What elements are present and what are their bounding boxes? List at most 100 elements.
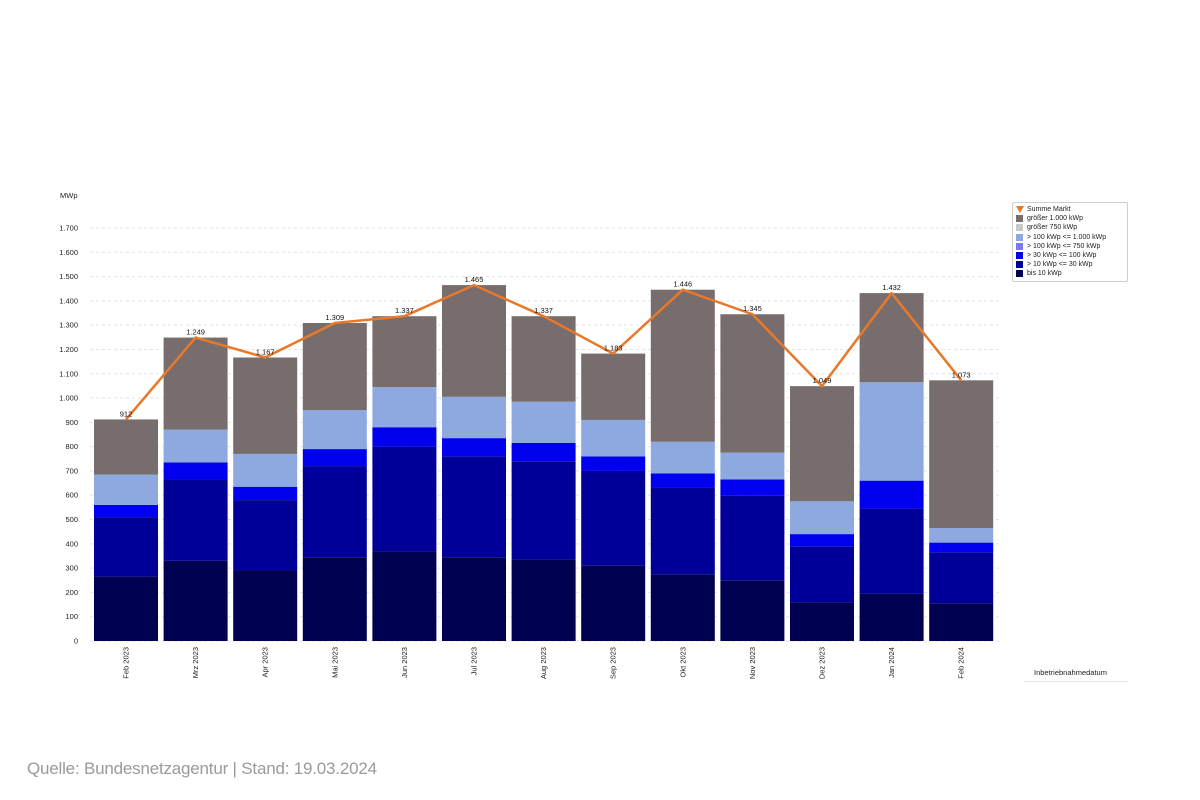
legend-item: größer 750 kWp [1016, 223, 1124, 232]
bar-segment [929, 528, 994, 543]
data-label: 1.465 [465, 275, 484, 284]
bar-segment [372, 316, 437, 388]
bar-segment [581, 456, 646, 471]
bar-segment [859, 508, 924, 594]
bar-segment [790, 534, 854, 547]
bar-segment [720, 580, 785, 641]
bar-segment [302, 322, 367, 411]
bar-segment [302, 449, 367, 467]
bar-segment [650, 289, 715, 442]
bar-segment [442, 557, 506, 641]
legend-label: > 100 kWp <= 1.000 kWp [1027, 233, 1107, 241]
y-tick-label: 700 [65, 466, 78, 475]
data-label: 912 [120, 409, 133, 418]
bar-segment [929, 542, 994, 553]
bar-segment [94, 517, 158, 577]
data-label: 1.249 [186, 328, 205, 337]
data-labels: 912 1.249 1.167 1.309 1.337 1.465 1.337 1.183 1.… [120, 275, 971, 418]
y-tick-label: 1.000 [59, 394, 78, 403]
x-tick-label: Jul 2023 [470, 647, 479, 675]
y-tick-label: 800 [65, 442, 78, 451]
x-tick-label: Okt 2023 [678, 647, 687, 677]
data-label: 1.345 [743, 304, 762, 313]
legend-swatch [1016, 242, 1023, 250]
legend-swatch [1016, 215, 1023, 223]
bar-segment [442, 456, 506, 558]
bar-segment [859, 480, 924, 509]
data-label: 1.309 [325, 313, 344, 322]
x-axis-title: Inbetriebnahmedatum [1034, 668, 1107, 677]
x-tick-label: Apr 2023 [261, 647, 270, 677]
bar-segment [511, 443, 576, 462]
legend-label: größer 750 kWp [1027, 224, 1078, 232]
y-tick-label: 1.500 [59, 272, 78, 281]
bar-segment [720, 314, 785, 453]
bar-segment [790, 602, 854, 641]
legend-item: größer 1.000 kWp [1016, 214, 1124, 223]
bar-segment [511, 461, 576, 560]
bar-segment [790, 501, 854, 535]
y-tick-label: 100 [65, 612, 78, 621]
summe-markt-polyline [125, 283, 963, 421]
legend-label: > 10 kWp <= 30 kWp [1027, 261, 1093, 269]
data-label: 1.183 [604, 344, 623, 353]
bar-segment [650, 441, 715, 474]
bar-segment [163, 560, 228, 641]
bar-segment [372, 446, 437, 552]
y-tick-label: 1.600 [59, 248, 78, 257]
bar-segment [442, 438, 506, 457]
data-label: 1.337 [534, 306, 553, 315]
bar-segment [650, 487, 715, 575]
bar-segment [790, 386, 854, 502]
bar-segment [511, 559, 576, 641]
bar-segment [302, 410, 367, 450]
legend-swatch [1016, 270, 1023, 278]
y-tick-label: 1.100 [59, 369, 78, 378]
bar-segment [650, 574, 715, 641]
x-tick-label: Jun 2023 [400, 647, 409, 678]
x-tick-label: Mrz 2023 [191, 647, 200, 678]
legend-label: > 100 kWp <= 750 kWp [1027, 242, 1101, 250]
x-tick-label: Nov 2023 [748, 647, 757, 679]
x-tick-label: Mai 2023 [330, 647, 339, 678]
data-label: 1.432 [882, 283, 901, 292]
legend-swatch [1016, 252, 1023, 260]
x-tick-label: Feb 2023 [122, 647, 131, 679]
chart-legend: Summe Markt größer 1.000 kWp größer 750 kW… [1012, 202, 1128, 282]
legend-swatch [1016, 261, 1023, 269]
x-axis-ticks: Feb 2023 Mrz 2023 Apr 2023 Mai 2023 Jun 2023… [122, 647, 966, 679]
bar-segment [442, 396, 506, 439]
bar-segment [302, 466, 367, 558]
bar-segment [372, 387, 437, 428]
y-tick-label: 200 [65, 588, 78, 597]
bar-segment [163, 429, 228, 463]
y-tick-label: 500 [65, 515, 78, 524]
bar-segment [302, 557, 367, 641]
bar-segment [790, 546, 854, 603]
y-axis-ticks: 0 100 200 300 400 500 600 700 800 900 1.000 1.100 1.… [59, 224, 78, 646]
bar-segment [929, 552, 994, 604]
x-tick-label: Jan 2024 [887, 647, 896, 678]
legend-item: Summe Markt [1016, 205, 1124, 214]
bar-segment [163, 462, 228, 480]
bar-segment [233, 570, 298, 641]
data-label: 1.049 [813, 376, 832, 385]
bar-segment [94, 419, 158, 475]
bar-segment [859, 593, 924, 641]
bar-segment [163, 337, 228, 430]
y-tick-label: 0 [74, 637, 78, 646]
y-tick-label: 600 [65, 491, 78, 500]
legend-item: > 100 kWp <= 750 kWp [1016, 242, 1124, 251]
bar-segment [511, 316, 576, 402]
bar-segment [233, 357, 298, 454]
y-tick-label: 900 [65, 418, 78, 427]
x-axis-title-underline [1024, 681, 1128, 682]
bar-segment [233, 453, 298, 487]
y-tick-label: 1.700 [59, 224, 78, 233]
data-label: 1.073 [952, 370, 971, 379]
y-tick-label: 400 [65, 539, 78, 548]
x-tick-label: Aug 2023 [539, 647, 548, 679]
bar-segment [581, 565, 646, 641]
data-label: 1.446 [673, 280, 692, 289]
